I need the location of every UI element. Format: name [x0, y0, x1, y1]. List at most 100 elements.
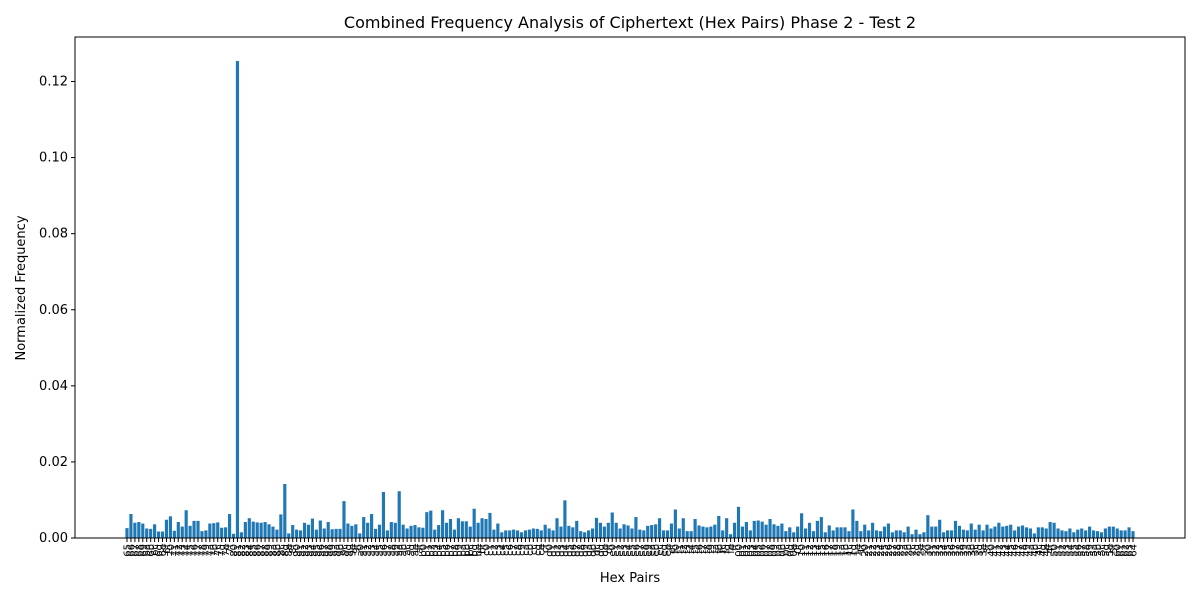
- x-tick-label: be: [474, 544, 485, 557]
- x-tick-label: d4: [560, 544, 571, 557]
- bar: [291, 525, 295, 538]
- x-tick-label: 99: [328, 544, 339, 557]
- bar: [827, 525, 831, 538]
- bar: [977, 524, 981, 538]
- bar: [220, 527, 224, 538]
- x-tick-label: e0: [608, 544, 619, 557]
- x-tick-label: 4f: [1046, 544, 1057, 554]
- x-tick-label: b6: [442, 544, 453, 557]
- x-tick-label: 5b: [1093, 544, 1104, 557]
- bar: [172, 530, 176, 538]
- bar: [358, 533, 362, 538]
- bar: [551, 530, 555, 538]
- bar: [188, 525, 192, 538]
- x-tick-label: 72: [174, 544, 185, 557]
- bar: [630, 528, 634, 538]
- x-tick-label: 47: [1014, 544, 1025, 557]
- x-tick-label: 04: [750, 544, 761, 557]
- x-tick-label: 7e: [221, 544, 232, 557]
- x-tick-label: fa: [710, 544, 721, 554]
- x-tick-label: 98: [324, 544, 335, 557]
- bar: [914, 529, 918, 538]
- bar: [326, 522, 330, 538]
- bar: [953, 520, 958, 538]
- bar: [1072, 532, 1076, 538]
- x-tick-label: 97: [320, 544, 331, 557]
- x-tick-label: c8: [513, 544, 524, 556]
- bar: [527, 529, 531, 538]
- bar: [405, 528, 409, 538]
- x-axis-label: Hex Pairs: [600, 571, 661, 586]
- x-tick-label: cc: [529, 544, 540, 555]
- bar: [500, 532, 504, 538]
- bar: [1091, 530, 1096, 538]
- bar: [598, 522, 602, 538]
- x-tick-label: 8a: [268, 544, 279, 557]
- x-tick-label: a1: [359, 544, 370, 557]
- x-tick-label: 33: [935, 544, 946, 557]
- bar: [1080, 528, 1084, 538]
- x-tick-label: ba: [458, 544, 469, 556]
- bar: [965, 530, 969, 538]
- x-tick-label: e8: [639, 544, 650, 557]
- bar: [788, 527, 792, 538]
- bar: [831, 530, 835, 538]
- bar: [957, 525, 961, 538]
- bar: [1123, 530, 1127, 538]
- x-tick-label: ac: [403, 544, 414, 556]
- bar: [922, 532, 926, 538]
- x-tick-label: 2d: [912, 544, 923, 557]
- x-tick-label: 07: [762, 544, 773, 557]
- x-tick-label: f6: [695, 544, 706, 554]
- bar: [129, 514, 133, 538]
- x-tick-label: 69: [138, 544, 149, 557]
- x-tick-label: f4: [687, 544, 698, 554]
- x-tick-label: 67: [130, 544, 141, 557]
- bar: [145, 528, 149, 538]
- bar: [1119, 530, 1123, 538]
- bar: [772, 524, 776, 538]
- x-tick-label: bb: [462, 544, 473, 557]
- x-tick-label: ec: [655, 544, 666, 556]
- x-tick-label: 1b: [841, 544, 852, 557]
- bar: [740, 526, 745, 538]
- x-tick-label: 76: [190, 544, 201, 557]
- x-tick-label: 26: [884, 544, 895, 557]
- x-tick-label: ad: [407, 544, 418, 556]
- bar: [299, 530, 303, 538]
- bar: [295, 529, 299, 538]
- x-tick-label: 5d: [1101, 544, 1112, 557]
- bar: [661, 530, 666, 538]
- x-tick-label: ea: [647, 544, 658, 556]
- x-tick-label: 35: [943, 544, 954, 557]
- x-tick-label: 52: [1057, 544, 1068, 557]
- x-tick-label: 0b: [777, 544, 788, 557]
- x-tick-label: 9c: [339, 544, 350, 556]
- bar: [646, 525, 650, 538]
- bar: [496, 523, 500, 538]
- bar: [421, 527, 425, 538]
- bar: [985, 524, 989, 538]
- x-tick-label: 59: [1085, 544, 1096, 557]
- x-tick-label: 19: [833, 544, 844, 557]
- bar: [784, 531, 788, 538]
- x-tick-label: bd: [470, 544, 481, 557]
- bar: [819, 517, 823, 538]
- x-tick-label: 38: [955, 544, 966, 557]
- x-tick-label: 71: [170, 544, 181, 557]
- bar: [1040, 527, 1044, 538]
- x-tick-label: e9: [643, 544, 654, 557]
- bar: [803, 528, 808, 538]
- x-tick-label: 89: [265, 544, 276, 557]
- bar: [744, 522, 748, 538]
- x-tick-label: 4a: [1026, 544, 1037, 557]
- bar: [709, 526, 713, 538]
- x-tick-label: 23: [872, 544, 883, 557]
- x-tick-label: ae: [410, 544, 421, 556]
- x-tick-label: b3: [430, 544, 441, 557]
- bar: [515, 530, 520, 538]
- x-tick-label: 3f: [983, 544, 994, 554]
- bar: [247, 518, 251, 538]
- x-tick-label: 40: [986, 544, 997, 557]
- x-tick-label: 6c: [150, 544, 161, 556]
